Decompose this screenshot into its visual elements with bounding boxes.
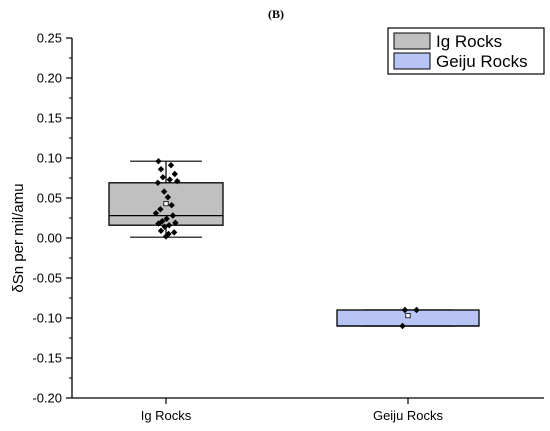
data-point bbox=[166, 176, 173, 183]
data-point bbox=[157, 227, 165, 234]
mean-marker bbox=[163, 200, 169, 207]
mean-marker bbox=[405, 312, 411, 319]
data-point bbox=[154, 179, 162, 186]
data-point bbox=[165, 230, 172, 238]
data-point bbox=[169, 212, 177, 219]
plot-area: 0.25 0.20 0.15 0.10 0.05 0.00 -0.05 -0.10 -0.15 -… bbox=[32, 31, 544, 423]
y-tick-label: 0.15 bbox=[37, 111, 62, 126]
x-tick-label: Geiju Rocks bbox=[373, 408, 444, 423]
data-point bbox=[157, 166, 165, 173]
data-point bbox=[167, 162, 175, 169]
data-point bbox=[413, 306, 420, 314]
data-point bbox=[164, 194, 172, 201]
legend-swatch bbox=[393, 52, 431, 70]
data-point bbox=[174, 178, 181, 185]
box-group-1 bbox=[108, 158, 224, 240]
panel-label: (B) bbox=[268, 7, 284, 21]
y-tick-label: -0.15 bbox=[32, 351, 62, 366]
legend-swatch bbox=[393, 32, 431, 50]
data-point bbox=[163, 215, 170, 222]
y-tick-label: -0.05 bbox=[32, 271, 62, 286]
data-point bbox=[159, 174, 167, 181]
data-point bbox=[157, 206, 164, 213]
y-tick-label: -0.20 bbox=[32, 391, 62, 406]
data-point bbox=[162, 233, 170, 240]
data-point bbox=[170, 229, 178, 236]
data-point bbox=[155, 158, 162, 165]
y-tick-label: 0.25 bbox=[37, 31, 62, 46]
data-point bbox=[171, 170, 178, 178]
y-axis-label: δSn per mil/amu bbox=[10, 183, 27, 292]
data-point bbox=[155, 220, 162, 227]
legend-label: Ig Rocks bbox=[436, 32, 502, 51]
data-point bbox=[160, 188, 168, 195]
box-group-2 bbox=[336, 306, 480, 330]
data-point bbox=[152, 210, 160, 217]
y-tick-label: 0.05 bbox=[37, 191, 62, 206]
y-tick-label: 0.10 bbox=[37, 151, 62, 166]
x-tick-label: Ig Rocks bbox=[141, 408, 192, 423]
y-tick-label: 0.20 bbox=[37, 71, 62, 86]
data-point bbox=[399, 322, 406, 330]
legend-label: Geiju Rocks bbox=[436, 52, 528, 71]
data-point bbox=[401, 306, 409, 314]
data-point bbox=[172, 219, 179, 226]
data-point bbox=[168, 202, 175, 209]
y-tick-label: 0.00 bbox=[37, 231, 62, 246]
y-tick-label: -0.10 bbox=[32, 311, 62, 326]
data-point bbox=[161, 223, 168, 230]
